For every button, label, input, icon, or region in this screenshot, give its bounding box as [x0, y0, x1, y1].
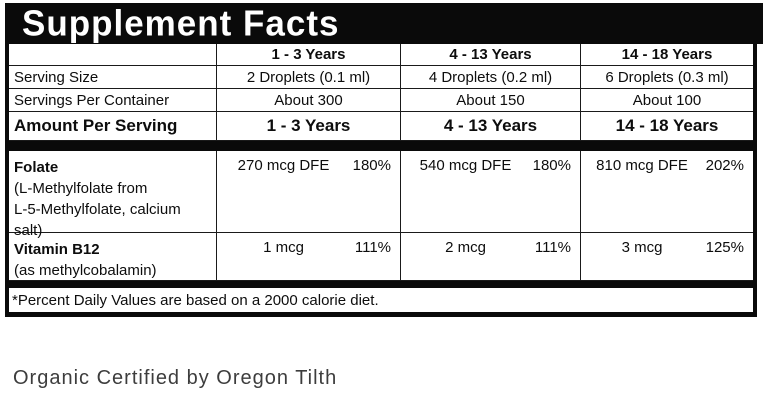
servings-per-container-value-3: About 100: [580, 89, 753, 111]
servings-per-container-label: Servings Per Container: [14, 91, 170, 109]
folate-detail-line-1: (L-Methylfolate from: [14, 180, 148, 197]
vitamin-b12-name: Vitamin B12: [14, 241, 100, 258]
amount-per-serving-label: Amount Per Serving: [14, 116, 178, 135]
folate-dv-3: 202%: [705, 157, 744, 174]
folate-value-1: 270 mcg DFE 180%: [216, 151, 400, 241]
vitamin-b12-value-2: 2 mcg 111%: [400, 233, 580, 281]
serving-size-row: Serving Size 2 Droplets (0.1 ml) 4 Dropl…: [9, 66, 753, 89]
nutrient-row-vitamin-b12: Vitamin B12 (as methylcobalamin) 1 mcg 1…: [9, 233, 753, 281]
serving-size-value-3: 6 Droplets (0.3 ml): [580, 66, 753, 88]
folate-amount-3: 810 mcg DFE: [596, 157, 688, 174]
certification-text: Organic Certified by Oregon Tilth: [13, 367, 338, 389]
nutrient-row-folate: Folate (L-Methylfolate from L-5-Methylfo…: [9, 151, 753, 241]
folate-amount-2: 540 mcg DFE: [419, 157, 512, 174]
folate-dv-2: 180%: [532, 157, 571, 174]
vitamin-b12-amount-1: 1 mcg: [263, 239, 304, 256]
supplement-facts-panel: 1 - 3 Years 4 - 13 Years 14 - 18 Years S…: [5, 44, 757, 317]
vitamin-b12-amount-2: 2 mcg: [445, 239, 486, 256]
amount-per-serving-value-3: 14 - 18 Years: [580, 112, 753, 140]
servings-per-container-value-1: About 300: [216, 89, 400, 111]
folate-name: Folate: [14, 159, 59, 176]
vitamin-b12-dv-1: 111%: [354, 239, 391, 256]
serving-size-value-1: 2 Droplets (0.1 ml): [216, 66, 400, 88]
supplement-facts-title: Supplement Facts: [22, 2, 340, 44]
vitamin-b12-value-3: 3 mcg 125%: [580, 233, 753, 281]
serving-size-label: Serving Size: [14, 68, 99, 86]
vitamin-b12-dv-2: 111%: [534, 239, 571, 256]
folate-amount-1: 270 mcg DFE: [237, 157, 330, 174]
footnote-row: *Percent Daily Values are based on a 200…: [9, 288, 753, 312]
serving-size-value-2: 4 Droplets (0.2 ml): [400, 66, 580, 88]
servings-per-container-value-2: About 150: [400, 89, 580, 111]
folate-dv-1: 180%: [352, 157, 391, 174]
daily-value-footnote: *Percent Daily Values are based on a 200…: [12, 291, 379, 309]
separator-bar-bottom: [9, 281, 753, 288]
vitamin-b12-detail-line-1: (as methylcobalamin): [14, 262, 157, 279]
folate-value-3: 810 mcg DFE 202%: [580, 151, 753, 241]
folate-name-cell: Folate (L-Methylfolate from L-5-Methylfo…: [9, 151, 216, 241]
vitamin-b12-name-cell: Vitamin B12 (as methylcobalamin): [9, 233, 216, 281]
supplement-facts-title-bar: Supplement Facts: [5, 3, 763, 44]
age-group-header-blank: [9, 44, 216, 65]
separator-bar-top: [9, 141, 753, 151]
age-group-header-row: 1 - 3 Years 4 - 13 Years 14 - 18 Years: [9, 44, 753, 66]
servings-per-container-row: Servings Per Container About 300 About 1…: [9, 89, 753, 112]
vitamin-b12-dv-3: 125%: [705, 239, 744, 256]
age-group-header-1: 1 - 3 Years: [216, 44, 400, 65]
folate-detail-line-2: L-5-Methylfolate, calcium salt): [14, 201, 181, 239]
age-group-header-2: 4 - 13 Years: [400, 44, 580, 65]
folate-value-2: 540 mcg DFE 180%: [400, 151, 580, 241]
vitamin-b12-amount-3: 3 mcg: [621, 239, 663, 256]
vitamin-b12-value-1: 1 mcg 111%: [216, 233, 400, 281]
amount-per-serving-row: Amount Per Serving 1 - 3 Years 4 - 13 Ye…: [9, 112, 753, 141]
amount-per-serving-value-1: 1 - 3 Years: [216, 112, 400, 140]
age-group-header-3: 14 - 18 Years: [580, 44, 753, 65]
amount-per-serving-value-2: 4 - 13 Years: [400, 112, 580, 140]
